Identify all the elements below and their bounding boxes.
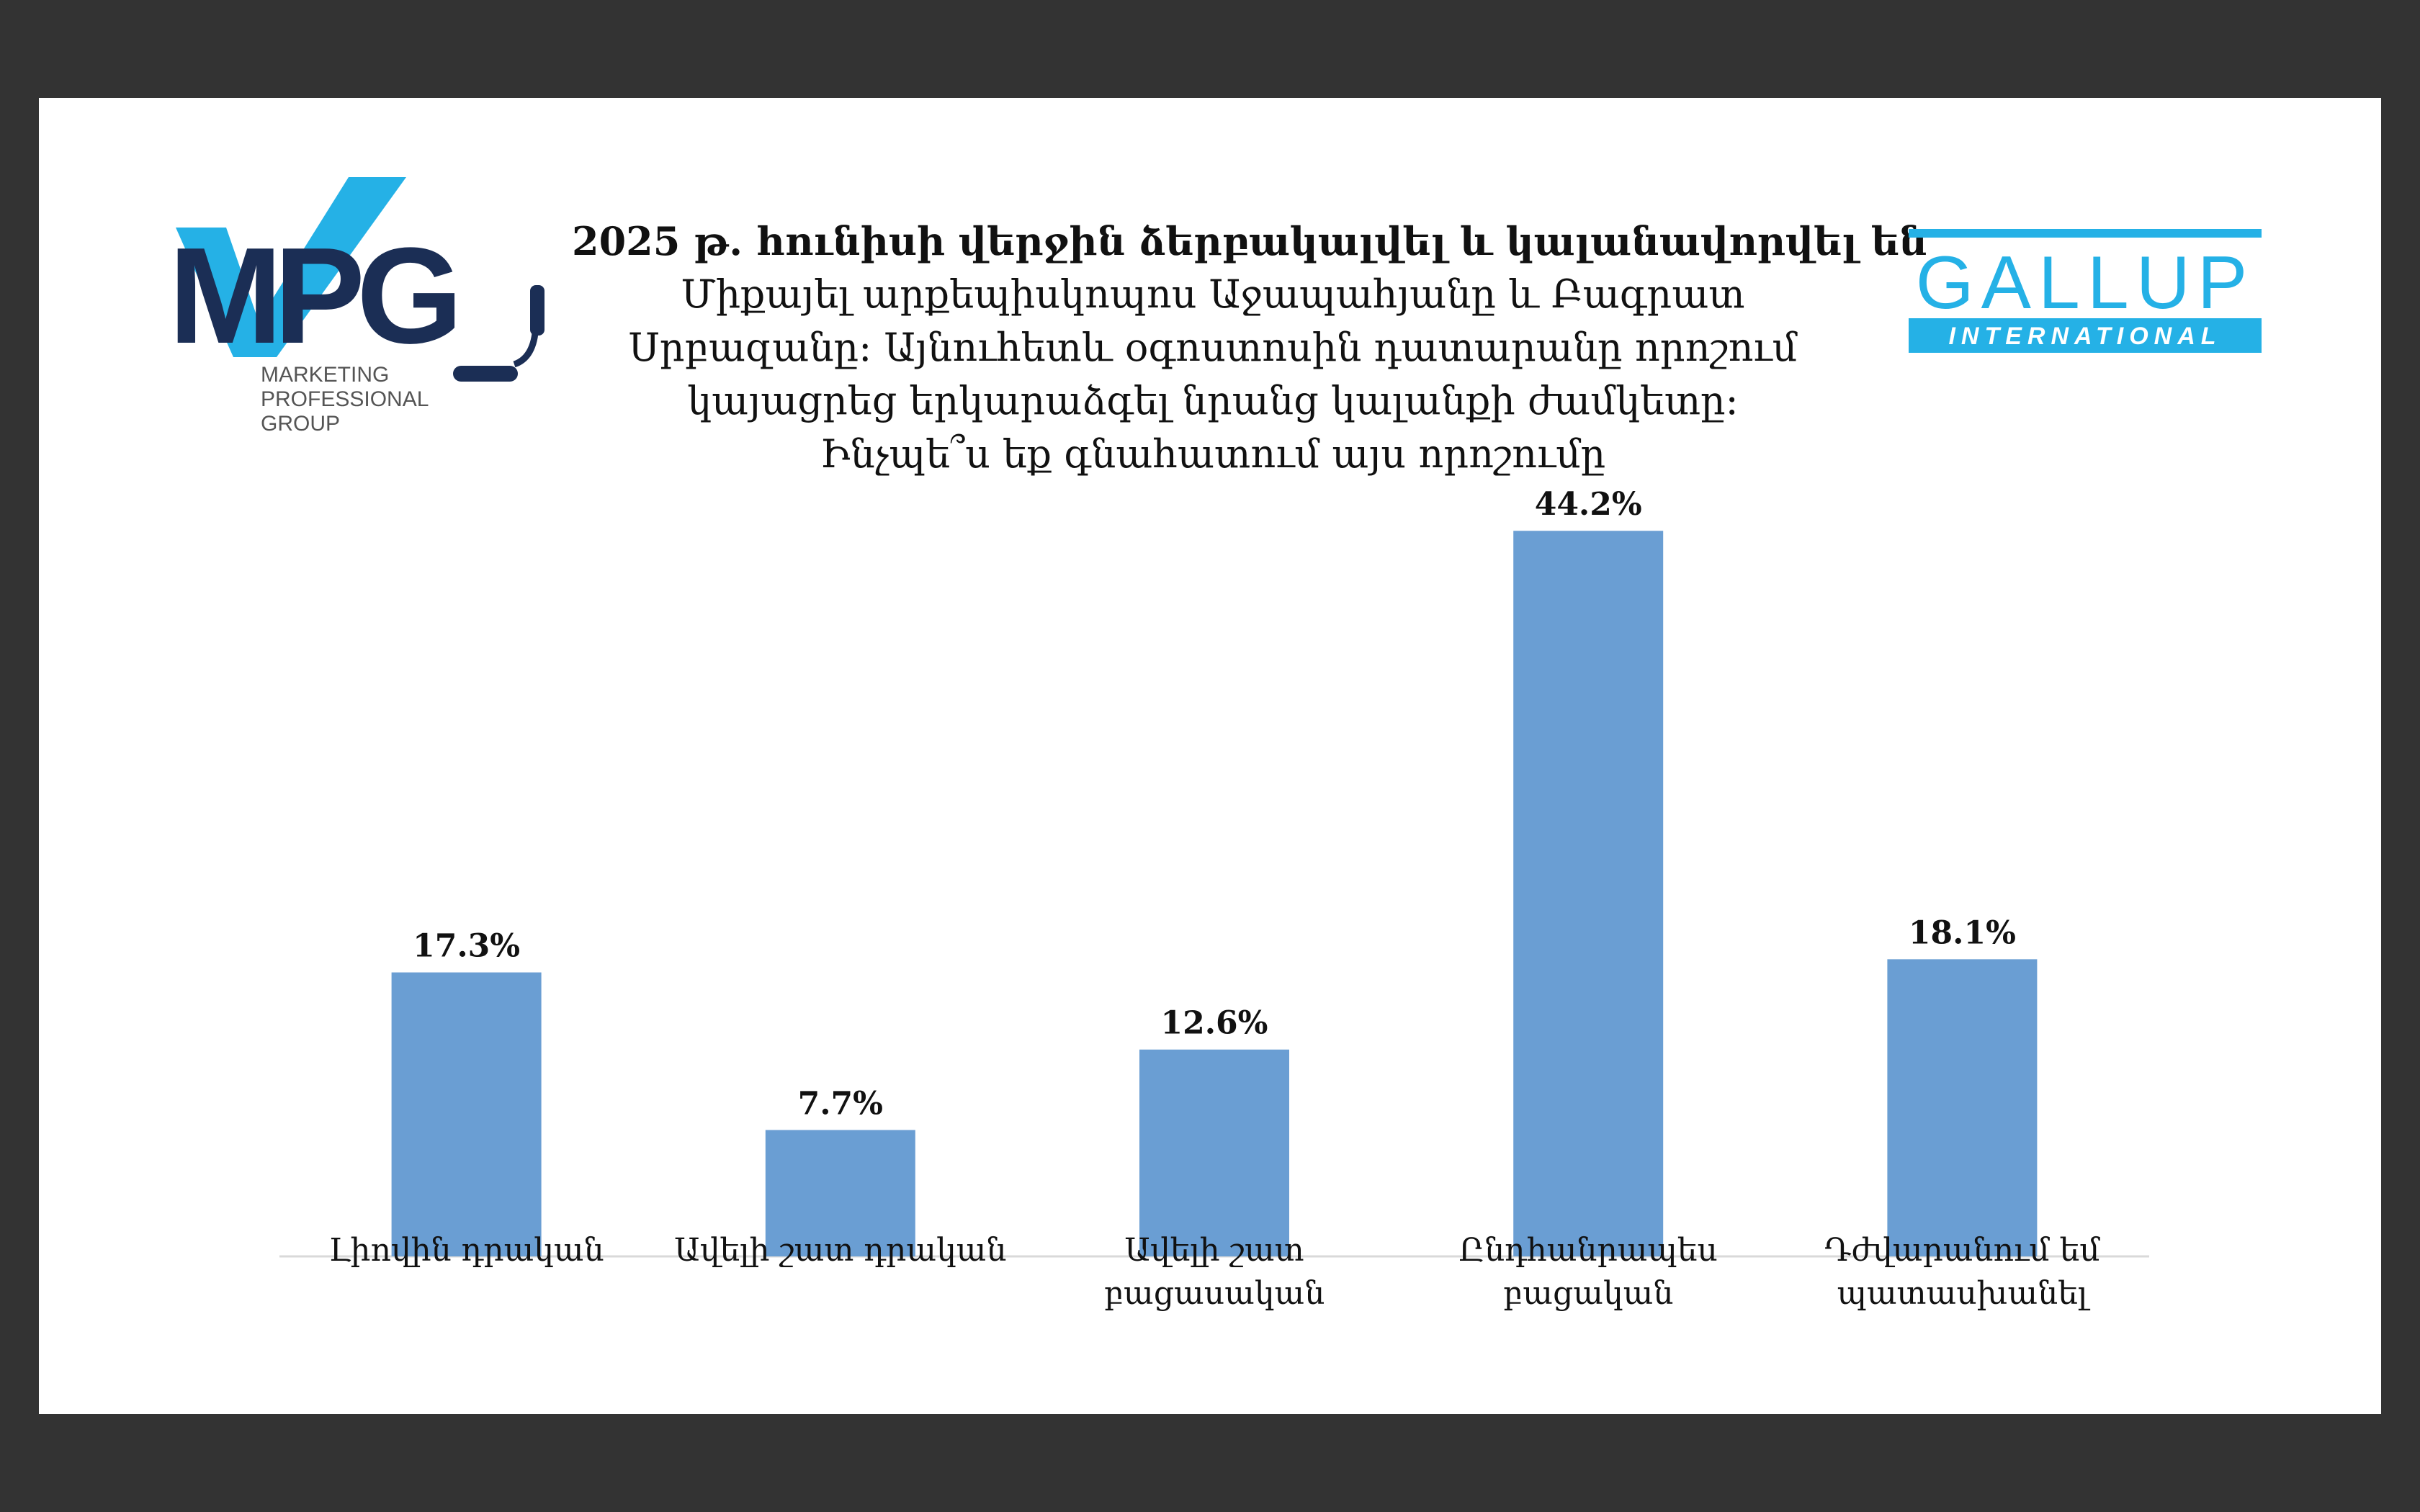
category-label-4-line-1: Ընդհանրապես (1459, 1232, 1718, 1269)
category-label-2: Ավելի շատ դրական (674, 1232, 1006, 1269)
gallup-band (1909, 318, 2262, 353)
bar-2 (765, 1130, 915, 1256)
mpg-headset-ear (530, 285, 544, 336)
slide: MPG MARKETING PROFESSIONAL GROUP 2025 թ․… (39, 98, 2381, 1414)
mpg-check-mark (176, 177, 406, 357)
category-label-3-line-2: բացասական (1104, 1275, 1325, 1312)
bar-3 (1139, 1049, 1289, 1256)
data-label-5: 18.1% (1909, 914, 2016, 951)
category-label-5-line-1: Դժվարանում եմ (1824, 1232, 2100, 1269)
mpg-headset-mic (453, 366, 518, 382)
mpg-mark-text: MPG (169, 220, 454, 372)
title-line-3: Սրբազանը: Այնուհետև օգոստոսին դատարանը ո… (628, 325, 1798, 370)
category-label-3-line-1: Ավելի շատ (1124, 1232, 1304, 1269)
bar-4 (1513, 531, 1664, 1256)
bar-chart: 17.3% Լիովին դրական 7.7% Ավելի շատ դրական 12… (279, 486, 2149, 1312)
mpg-line-2: PROFESSIONAL (261, 387, 429, 411)
data-label-4: 44.2% (1535, 486, 1642, 523)
category-label-5-line-2: պատասխանել (1837, 1275, 2091, 1312)
mpg-line-3: GROUP (261, 412, 340, 436)
gallup-logo: GALLUP INTERNATIONAL (1909, 229, 2262, 353)
category-label-4-line-2: բացական (1503, 1275, 1673, 1312)
category-label-1: Լիովին դրական (329, 1232, 604, 1269)
mpg-logo: MPG MARKETING PROFESSIONAL GROUP (169, 177, 544, 436)
data-label-2: 7.7% (798, 1085, 883, 1122)
title-line-2: Միքայել արքեպիսկոպոս Աջապահյանը և Բագրատ (681, 271, 1745, 317)
data-label-1: 17.3% (413, 928, 520, 965)
bar-1 (391, 972, 542, 1256)
gallup-top-rule (1909, 229, 2262, 238)
gallup-name: GALLUP (1916, 241, 2254, 325)
bar-5 (1887, 959, 2038, 1256)
title-line-4: կայացրեց երկարաձգել նրանց կալանքի ժամկետ… (687, 378, 1739, 423)
mpg-line-1: MARKETING (261, 363, 389, 387)
chart-title: 2025 թ․ հունիսի վերջին ձերբակալվել և կալ… (572, 215, 1927, 481)
title-line-5: Ինչպե՞ս եք գնահատում այս որոշումը (820, 431, 1606, 477)
data-label-3: 12.6% (1161, 1005, 1268, 1042)
title-line-1: 2025 թ․ հունիսի վերջին ձերբակալվել և կալ… (572, 218, 1927, 264)
gallup-sub: INTERNATIONAL (1948, 323, 2221, 350)
